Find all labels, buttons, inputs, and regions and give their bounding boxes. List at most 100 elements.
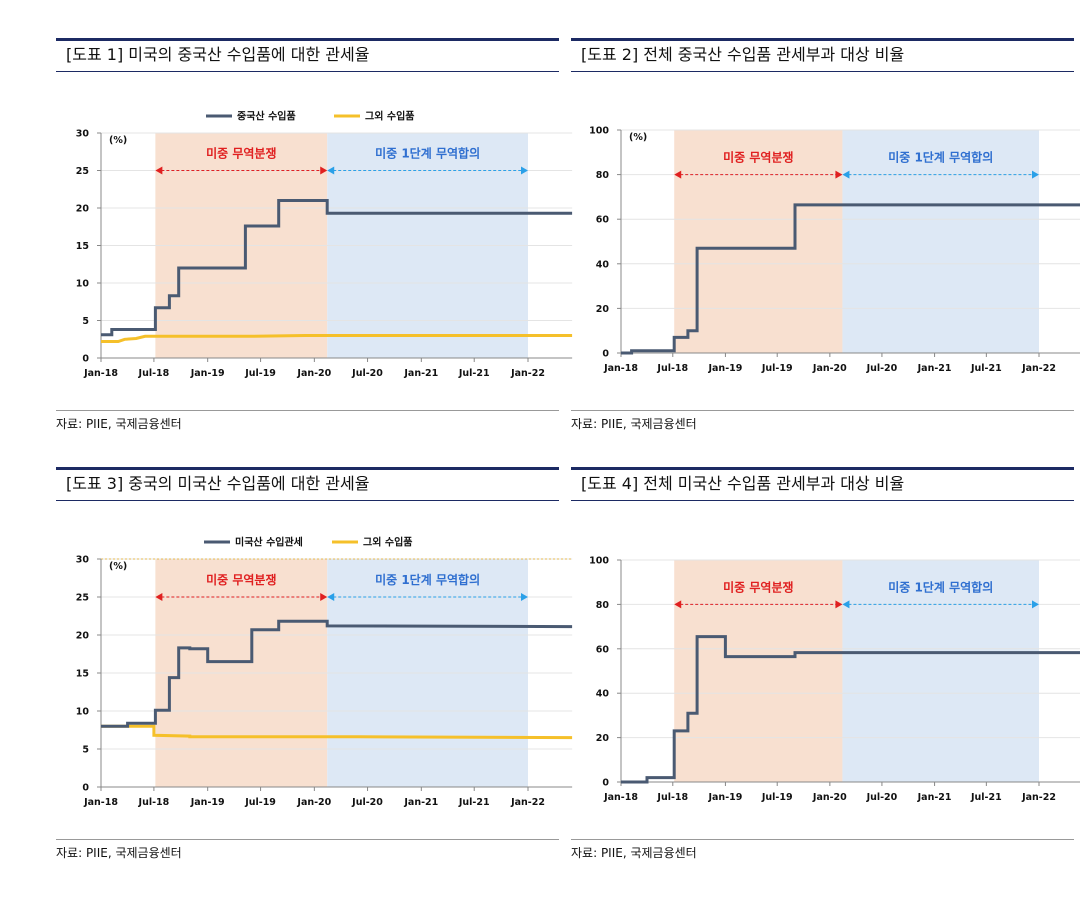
x-tick-label: Jan-18 bbox=[603, 792, 638, 803]
phase-one-deal-shade bbox=[842, 560, 1039, 782]
y-tick-label: 15 bbox=[76, 669, 89, 680]
y-tick-label: 60 bbox=[596, 215, 610, 226]
x-tick-label: Jan-18 bbox=[83, 368, 118, 379]
deal-arrowhead-right bbox=[521, 166, 528, 175]
deal-arrowhead-left bbox=[327, 166, 335, 175]
y-tick-label: 30 bbox=[76, 129, 90, 140]
y-tick-label: 80 bbox=[596, 600, 610, 611]
deal-arrowhead-right bbox=[521, 593, 528, 601]
x-tick-label: Jul-21 bbox=[458, 368, 490, 379]
war-arrowhead-left bbox=[674, 170, 682, 179]
x-tick-label: Jan-20 bbox=[296, 368, 331, 379]
war-period-label: 미중 무역분쟁 bbox=[206, 146, 276, 161]
y-tick-label: 20 bbox=[596, 733, 610, 744]
x-tick-label: Jan-21 bbox=[917, 363, 952, 374]
deal-period-label: 미중 1단계 무역합의 bbox=[375, 572, 480, 587]
y-unit-label: (%) bbox=[629, 132, 647, 143]
chart-title: [도표 1] 미국의 중국산 수입품에 대한 관세율 bbox=[56, 38, 559, 72]
chart-plot: 0 20 40 60 80 100 Jan-18 Jul-18 Jan-19 Jul-19 Jan-… bbox=[589, 126, 1080, 374]
legend-label-primary: 미국산 수입관세 bbox=[235, 536, 303, 549]
x-tick-label: Jul-20 bbox=[351, 797, 383, 808]
chart-plot: 0 20 40 60 80 100 Jan-18 Jul-18 Jan-19 Jul-19 Jan-… bbox=[589, 556, 1080, 803]
y-tick-label: 0 bbox=[602, 349, 609, 360]
y-tick-label: 100 bbox=[589, 126, 609, 137]
x-tick-label: Jan-19 bbox=[190, 368, 225, 379]
y-tick-label: 15 bbox=[76, 241, 89, 252]
legend-label-primary: 중국산 수입품 bbox=[237, 110, 296, 123]
source-note: 자료: PIIE, 국제금융센터 bbox=[571, 839, 1074, 861]
chart-panel-1: [도표 1] 미국의 중국산 수입품에 대한 관세율 0 5 10 15 20 25 30 J… bbox=[56, 38, 573, 468]
y-tick-label: 5 bbox=[82, 316, 89, 327]
phase-one-deal-shade bbox=[842, 130, 1039, 353]
x-tick-label: Jan-19 bbox=[707, 363, 742, 374]
chart-panel-2: [도표 2] 전체 중국산 수입품 관세부과 대상 비율 0 20 40 60 80 10… bbox=[571, 38, 1080, 468]
deal-period-label: 미중 1단계 무역합의 bbox=[888, 579, 993, 594]
war-arrowhead-right bbox=[835, 600, 843, 609]
deal-arrowhead-right bbox=[1032, 600, 1039, 609]
x-tick-label: Jul-20 bbox=[866, 363, 898, 374]
x-tick-label: Jan-22 bbox=[1021, 792, 1056, 803]
y-tick-label: 5 bbox=[82, 745, 89, 756]
chart-title: [도표 4] 전체 미국산 수입품 관세부과 대상 비율 bbox=[571, 467, 1074, 501]
y-unit-label: (%) bbox=[109, 561, 127, 572]
x-tick-label: Jan-22 bbox=[1021, 363, 1056, 374]
y-tick-label: 60 bbox=[596, 644, 610, 655]
war-arrowhead-left bbox=[674, 600, 682, 609]
x-tick-label: Jan-20 bbox=[812, 792, 847, 803]
legend-label-secondary: 그외 수입품 bbox=[363, 536, 412, 549]
y-tick-label: 20 bbox=[76, 631, 90, 642]
chart-title: [도표 3] 중국의 미국산 수입품에 대한 관세율 bbox=[56, 467, 559, 501]
legend-label-secondary: 그외 수입품 bbox=[365, 110, 414, 123]
x-tick-label: Jul-21 bbox=[458, 797, 490, 808]
series-line-primary bbox=[101, 199, 573, 337]
y-tick-label: 10 bbox=[76, 279, 90, 290]
war-arrowhead-left bbox=[155, 593, 163, 601]
deal-period-label: 미중 1단계 무역합의 bbox=[888, 150, 993, 165]
deal-period-label: 미중 1단계 무역합의 bbox=[375, 146, 480, 161]
x-tick-label: Jan-20 bbox=[812, 363, 847, 374]
x-tick-label: Jan-20 bbox=[296, 797, 331, 808]
war-arrowhead-left bbox=[155, 166, 163, 175]
x-tick-label: Jan-18 bbox=[603, 363, 638, 374]
chart-panel-4: [도표 4] 전체 미국산 수입품 관세부과 대상 비율 0 20 40 60 80 10… bbox=[571, 467, 1080, 897]
y-tick-label: 40 bbox=[596, 259, 610, 270]
y-tick-label: 0 bbox=[82, 783, 89, 794]
x-tick-label: Jul-18 bbox=[656, 792, 688, 803]
x-tick-label: Jul-19 bbox=[761, 363, 793, 374]
x-tick-label: Jul-20 bbox=[351, 368, 383, 379]
y-tick-label: 0 bbox=[602, 778, 609, 789]
y-tick-label: 100 bbox=[589, 556, 609, 567]
deal-arrowhead-left bbox=[842, 600, 850, 609]
source-note: 자료: PIIE, 국제금융센터 bbox=[56, 410, 559, 432]
deal-arrowhead-left bbox=[842, 170, 850, 179]
chart-panel-3: [도표 3] 중국의 미국산 수입품에 대한 관세율 0 5 10 15 20 25 30 J… bbox=[56, 467, 573, 897]
x-tick-label: Jul-19 bbox=[761, 792, 793, 803]
chart-plot: 0 5 10 15 20 25 30 Jan-18 Jul-18 Jan-19 Jul-19 Jan-… bbox=[76, 536, 573, 808]
trade-war-shade bbox=[674, 130, 843, 353]
series-line-primary bbox=[101, 619, 573, 728]
x-tick-label: Jan-18 bbox=[83, 797, 118, 808]
y-tick-label: 25 bbox=[76, 593, 89, 604]
series-line-primary bbox=[621, 635, 1080, 784]
trade-war-shade bbox=[674, 560, 843, 782]
series-line-primary bbox=[621, 203, 1080, 355]
deal-arrowhead-right bbox=[1032, 170, 1039, 179]
chart-plot: 0 5 10 15 20 25 30 Jan-18 Jul-18 Jan-19 Jul-19 Jan-… bbox=[76, 110, 573, 379]
x-tick-label: Jan-22 bbox=[510, 368, 545, 379]
y-tick-label: 10 bbox=[76, 707, 90, 718]
y-tick-label: 0 bbox=[82, 354, 89, 365]
series-line-secondary bbox=[101, 334, 573, 343]
x-tick-label: Jan-19 bbox=[190, 797, 225, 808]
x-tick-label: Jul-19 bbox=[244, 368, 276, 379]
y-tick-label: 80 bbox=[596, 170, 610, 181]
series-line-secondary bbox=[101, 724, 573, 740]
war-period-label: 미중 무역분쟁 bbox=[723, 150, 793, 165]
source-note: 자료: PIIE, 국제금융센터 bbox=[571, 410, 1074, 432]
y-tick-label: 20 bbox=[596, 304, 610, 315]
y-tick-label: 30 bbox=[76, 555, 90, 566]
x-tick-label: Jan-19 bbox=[707, 792, 742, 803]
source-note: 자료: PIIE, 국제금융센터 bbox=[56, 839, 559, 861]
y-unit-label: (%) bbox=[109, 135, 127, 146]
x-tick-label: Jul-21 bbox=[970, 792, 1002, 803]
chart-title: [도표 2] 전체 중국산 수입품 관세부과 대상 비율 bbox=[571, 38, 1074, 72]
